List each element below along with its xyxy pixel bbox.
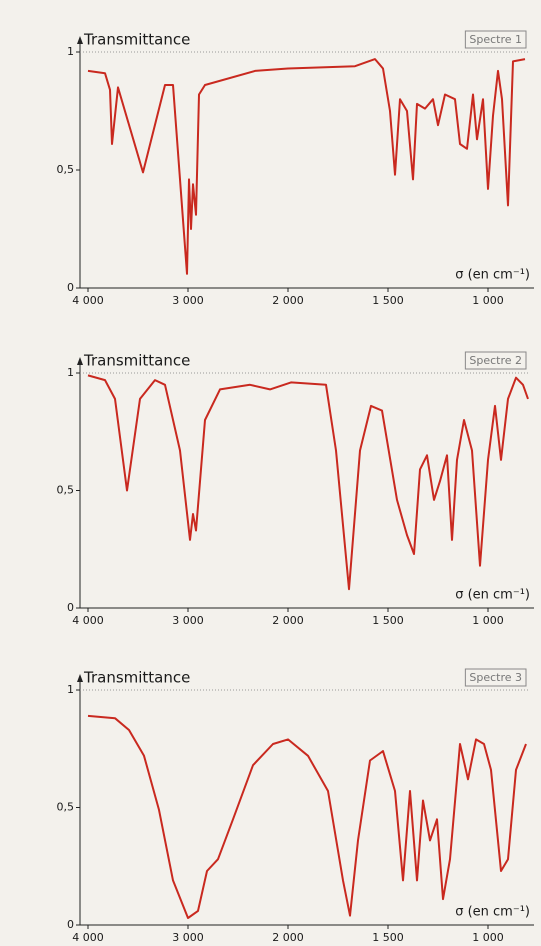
- x-tick-label: 2 000: [272, 614, 304, 627]
- x-tick-label: 1 500: [372, 294, 404, 307]
- y-tick-label: 0: [67, 281, 74, 294]
- y-axis-arrow: [77, 36, 83, 44]
- y-axis-title: Transmittance: [83, 669, 190, 687]
- spectrum-line: [87, 714, 527, 919]
- y-tick-label: 1: [67, 683, 74, 696]
- x-tick-label: 4 000: [72, 294, 104, 307]
- x-tick-label: 3 000: [172, 294, 204, 307]
- spectrum-line: [87, 374, 529, 591]
- x-axis-title: σ (en cm⁻¹): [455, 268, 530, 283]
- y-tick-label: 0,5: [57, 801, 75, 814]
- x-tick-label: 1 000: [472, 931, 504, 944]
- spectrum-line: [87, 58, 526, 275]
- y-tick-label: 1: [67, 45, 74, 58]
- y-tick-label: 1: [67, 366, 74, 379]
- x-axis-title: σ (en cm⁻¹): [455, 588, 530, 603]
- y-tick-label: 0: [67, 601, 74, 614]
- y-tick-label: 0,5: [57, 484, 75, 497]
- x-tick-label: 3 000: [172, 931, 204, 944]
- x-tick-label: 1 500: [372, 931, 404, 944]
- x-tick-label: 1 000: [472, 614, 504, 627]
- x-tick-label: 2 000: [272, 294, 304, 307]
- x-tick-label: 3 000: [172, 614, 204, 627]
- spectrum-label: Spectre 1: [469, 33, 522, 46]
- y-tick-label: 0,5: [57, 163, 75, 176]
- x-tick-label: 2 000: [272, 931, 304, 944]
- y-axis-arrow: [77, 357, 83, 365]
- spectrum-label: Spectre 3: [469, 671, 522, 684]
- x-axis-title: σ (en cm⁻¹): [455, 905, 530, 920]
- y-axis-arrow: [77, 674, 83, 682]
- x-tick-label: 1 000: [472, 294, 504, 307]
- x-tick-label: 4 000: [72, 614, 104, 627]
- x-tick-label: 1 500: [372, 614, 404, 627]
- spectrum-label-box: [464, 351, 527, 370]
- spectrum-label-box: [464, 30, 527, 49]
- y-axis-title: Transmittance: [83, 31, 190, 49]
- y-tick-label: 0: [67, 918, 74, 931]
- spectrum-label: Spectre 2: [469, 354, 522, 367]
- y-axis-title: Transmittance: [83, 352, 190, 370]
- x-tick-label: 4 000: [72, 931, 104, 944]
- spectrum-label-box: [464, 668, 527, 687]
